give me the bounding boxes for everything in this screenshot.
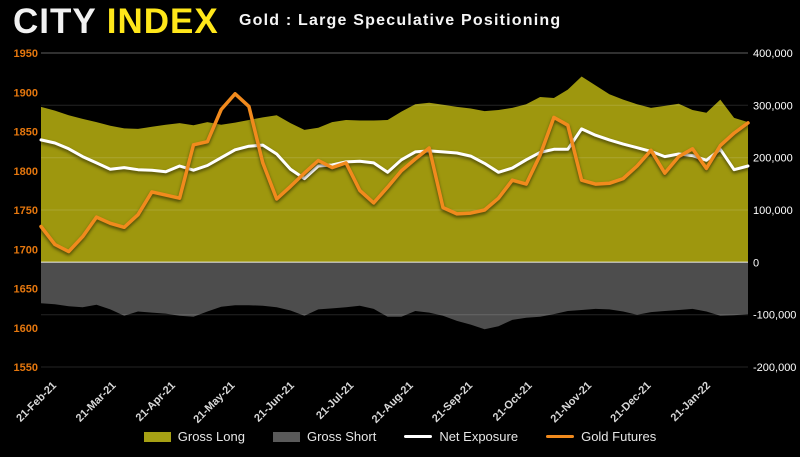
left-axis-tick: 1900	[14, 87, 38, 99]
x-axis-tick: 21-Jul-21	[314, 380, 356, 422]
legend-item-gross-short: Gross Short	[272, 429, 377, 444]
legend-label: Net Exposure	[439, 429, 519, 444]
x-axis-tick: 21-Feb-21	[14, 380, 59, 425]
left-axis-tick: 1750	[14, 205, 38, 217]
right-axis-tick: 300,000	[753, 100, 793, 112]
x-axis-tick: 21-Dec-21	[608, 380, 653, 425]
logo-city-text: CITY	[13, 2, 97, 41]
gold-futures-swatch	[546, 434, 575, 439]
x-axis-tick: 21-Sep-21	[430, 380, 475, 425]
right-axis-tick: -100,000	[753, 310, 796, 322]
x-axis-tick: 21-Nov-21	[549, 380, 595, 426]
legend-item-net-exposure: Net Exposure	[404, 429, 518, 444]
left-axis-tick: 1550	[14, 362, 38, 374]
logo-index-text: INDEX	[106, 2, 219, 41]
right-axis-tick: 200,000	[753, 153, 793, 165]
x-axis-tick: 21-May-21	[191, 380, 237, 426]
gross-short-swatch	[272, 431, 300, 442]
x-axis-tick: 21-Jan-22	[669, 380, 713, 424]
legend-label: Gross Short	[306, 429, 377, 444]
x-axis-tick: 21-Apr-21	[134, 380, 178, 424]
left-axis-tick: 1600	[14, 323, 38, 335]
area-gross-long	[41, 76, 748, 263]
chart-legend: Gross Long Gross Short Net Exposure Gold…	[0, 429, 800, 444]
x-axis-tick: 21-Jun-21	[252, 380, 297, 425]
left-axis-tick: 1850	[14, 127, 38, 139]
left-axis-tick: 1700	[14, 244, 38, 256]
left-axis-tick: 1950	[14, 48, 38, 60]
gross-long-swatch	[143, 431, 171, 442]
legend-label: Gross Long	[177, 429, 245, 444]
city-index-logo: CITY INDEX	[13, 2, 219, 42]
right-axis-tick: 100,000	[753, 205, 793, 217]
legend-item-gold-futures: Gold Futures	[546, 429, 656, 444]
x-axis-tick: 21-Oct-21	[491, 380, 535, 424]
right-axis-tick: 400,000	[753, 48, 793, 60]
left-axis-tick: 1650	[14, 284, 38, 296]
right-axis-tick: 0	[753, 257, 759, 269]
chart-title: Gold : Large Speculative Positioning	[239, 12, 562, 29]
right-axis-tick: -200,000	[753, 362, 796, 374]
area-gross-short	[41, 262, 748, 330]
line-gold-futures	[39, 92, 750, 254]
x-axis-tick: 21-Mar-21	[74, 380, 119, 425]
legend-label: Gold Futures	[581, 429, 657, 444]
left-axis-tick: 1800	[14, 166, 38, 178]
net-exposure-swatch	[404, 434, 433, 439]
line-net-exposure	[39, 127, 750, 181]
x-axis-tick: 21-Aug-21	[370, 380, 416, 426]
legend-item-gross-long: Gross Long	[143, 429, 245, 444]
